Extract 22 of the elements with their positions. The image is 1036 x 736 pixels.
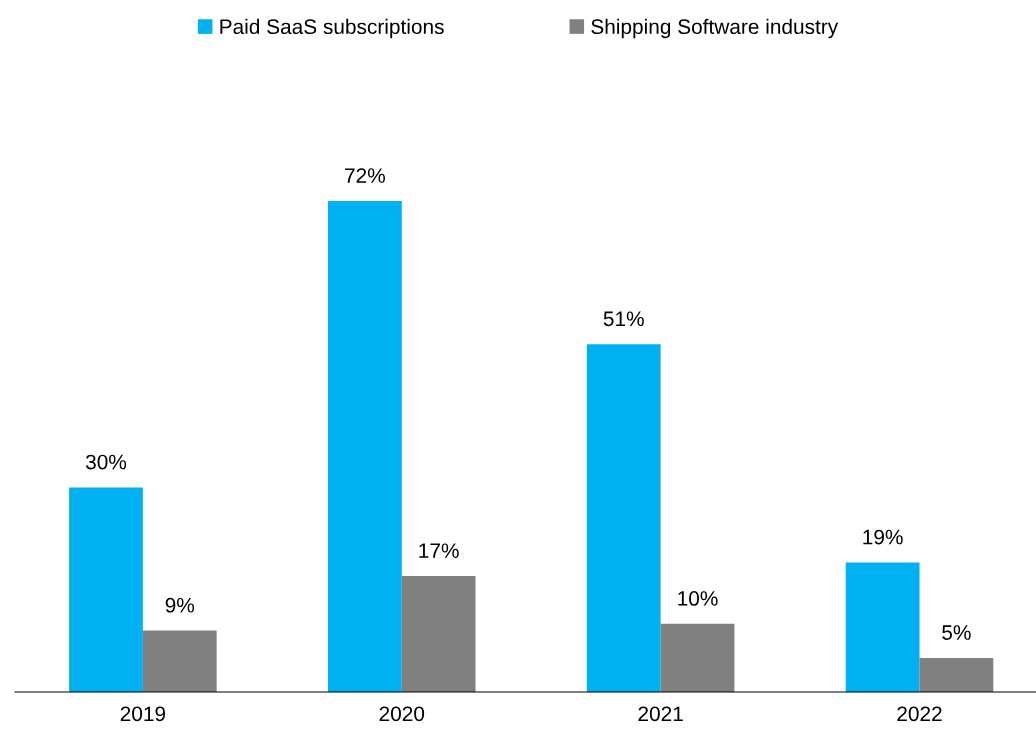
data-label: 10%	[678, 591, 718, 606]
data-label: 19%	[863, 529, 903, 545]
bar	[845, 562, 920, 692]
bar	[401, 576, 476, 692]
bar	[142, 630, 217, 692]
bar	[660, 623, 735, 692]
bar	[327, 200, 402, 692]
data-label: 30%	[85, 454, 127, 470]
legend-label: Paid SaaS subscriptions	[220, 18, 444, 39]
bar	[586, 344, 661, 692]
data-label: 72%	[345, 168, 385, 183]
x-tick-label: 2021	[638, 706, 683, 722]
data-label: 17%	[419, 543, 459, 558]
bar	[69, 487, 143, 692]
x-tick-label: 2022	[897, 706, 942, 722]
legend-label: Shipping Software industry	[591, 18, 839, 39]
bar	[919, 657, 994, 692]
data-label: 51%	[603, 311, 644, 327]
x-tick-label: 2019	[120, 706, 166, 722]
data-label: 9%	[165, 597, 195, 613]
data-label: 5%	[942, 625, 971, 640]
x-tick-label: 2020	[379, 706, 425, 722]
